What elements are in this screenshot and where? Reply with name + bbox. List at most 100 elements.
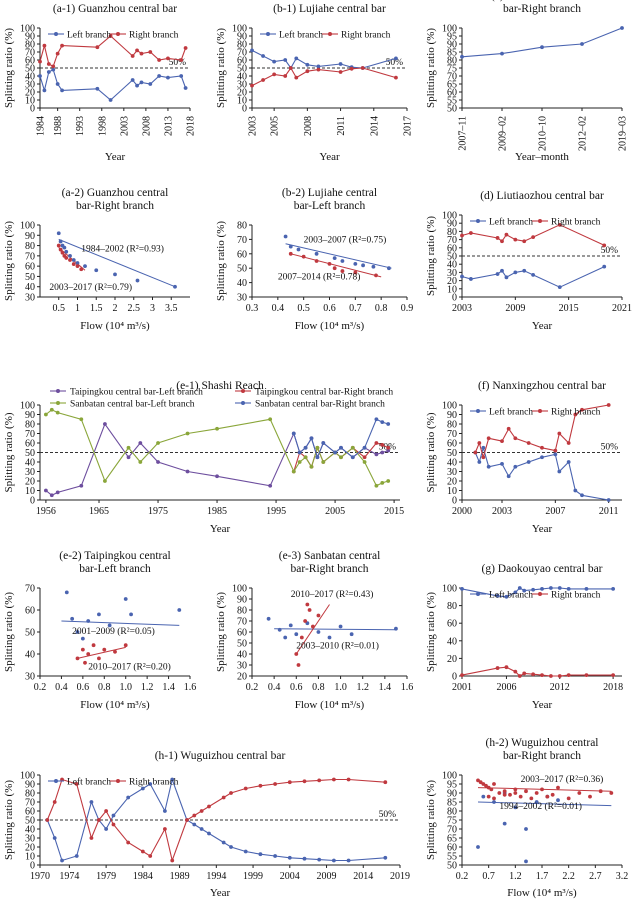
x-tick-label: 0.4 [55,682,68,693]
x-tick-label: 1989 [170,871,190,882]
x-tick-label: 0.2 [456,871,469,882]
data-point [62,245,67,250]
x-tick-label: 1.2 [356,682,369,693]
data-point [387,266,391,271]
y-tick-label: 0 [30,861,35,872]
data-point [386,479,391,483]
x-tick-label: 2019–03 [618,116,629,151]
x-tick-label: 2019 [390,871,410,882]
panel-title: (c) Shuiluzhou central [491,0,593,2]
data-point [518,794,523,799]
y-tick-label: 60 [447,439,457,450]
reference-line-label: 50% [379,810,397,820]
data-point [580,42,584,46]
panel-title: (d) Liutiaozhou central bar [480,190,604,202]
data-point [540,445,544,450]
data-point [111,822,116,827]
data-point [156,460,160,464]
data-point [60,43,64,48]
x-tick-label: 2012–02 [578,116,589,151]
data-point [170,858,175,863]
x-axis-label: Flow (10⁴ m³/s) [80,699,150,711]
x-tick-label: 0.4 [272,303,285,314]
data-point [497,791,502,795]
data-point [207,804,211,809]
y-tick-label: 50 [237,64,247,75]
data-point [207,831,211,836]
y-tick-label: 60 [237,628,247,639]
reference-line-label: 50% [169,58,187,68]
x-tick-label: 1984 [36,116,47,136]
data-point [332,256,337,261]
data-point [566,796,571,801]
y-tick-label: 60 [447,88,457,99]
y-tick-label: 20 [447,654,457,665]
x-tick-label: 0.2 [246,682,259,693]
data-point [495,666,500,670]
data-point [374,441,379,445]
data-point [42,43,47,48]
data-point [508,792,512,797]
data-point [272,59,277,64]
panel-title: (b-2) Lujiahe central [282,187,377,199]
data-point [60,777,64,782]
legend-label: Taipingkou central bar-Left branch [70,387,203,398]
data-point [486,794,491,799]
data-point [268,417,273,422]
x-tick-label: 0.8 [98,682,111,693]
y-tick-label: 10 [237,96,247,107]
data-point [340,259,345,263]
x-tick-label: 1995 [266,506,286,517]
data-point [140,849,145,854]
data-point [113,649,117,654]
x-tick-label: 2003 [248,116,259,136]
data-point [266,616,271,621]
series-line [251,66,397,87]
y-tick-label: 80 [447,601,457,612]
x-tick-label: 1975 [148,506,168,517]
series-line [39,68,187,101]
y-tick-label: 50 [237,639,247,650]
data-point [56,231,61,236]
data-point [51,64,56,69]
y-tick-label: 0 [452,672,457,683]
data-point [192,822,197,827]
trend-line [285,243,392,269]
data-point [55,410,60,415]
trend-line [58,238,176,288]
data-point [540,586,544,591]
data-point [486,785,491,790]
y-axis-label: Splitting ratio (%) [3,592,15,672]
data-point [107,623,112,628]
annotation: 2001–2009 (R²=0.05) [72,626,155,637]
data-point [97,656,101,661]
data-point [361,263,365,268]
data-point [573,488,578,493]
y-tick-label: 100 [442,401,457,412]
y-tick-label: 100 [20,24,35,35]
legend-label: Left branch [279,30,323,41]
data-point [500,439,504,443]
y-tick-label: 75 [447,64,457,75]
x-tick-label: 0.9 [401,303,414,314]
data-point [500,51,504,56]
x-tick-label: 2003 [492,506,512,517]
y-tick-label: 20 [237,88,247,99]
y-tick-label: 0 [30,496,35,507]
panel-title: (a-2) Guanzhou central [62,187,169,199]
data-point [215,426,219,431]
data-point [504,232,509,237]
y-tick-label: 20 [447,276,457,287]
data-point [349,66,354,71]
data-point [51,67,56,72]
legend-label: Left branch [67,30,111,41]
data-point [602,243,607,248]
data-point [577,791,582,795]
data-point [314,259,319,263]
data-point [314,251,319,256]
y-tick-label: 30 [25,467,35,478]
data-point [500,239,504,244]
data-point [56,243,61,248]
data-point [305,602,310,607]
data-point [316,67,321,72]
